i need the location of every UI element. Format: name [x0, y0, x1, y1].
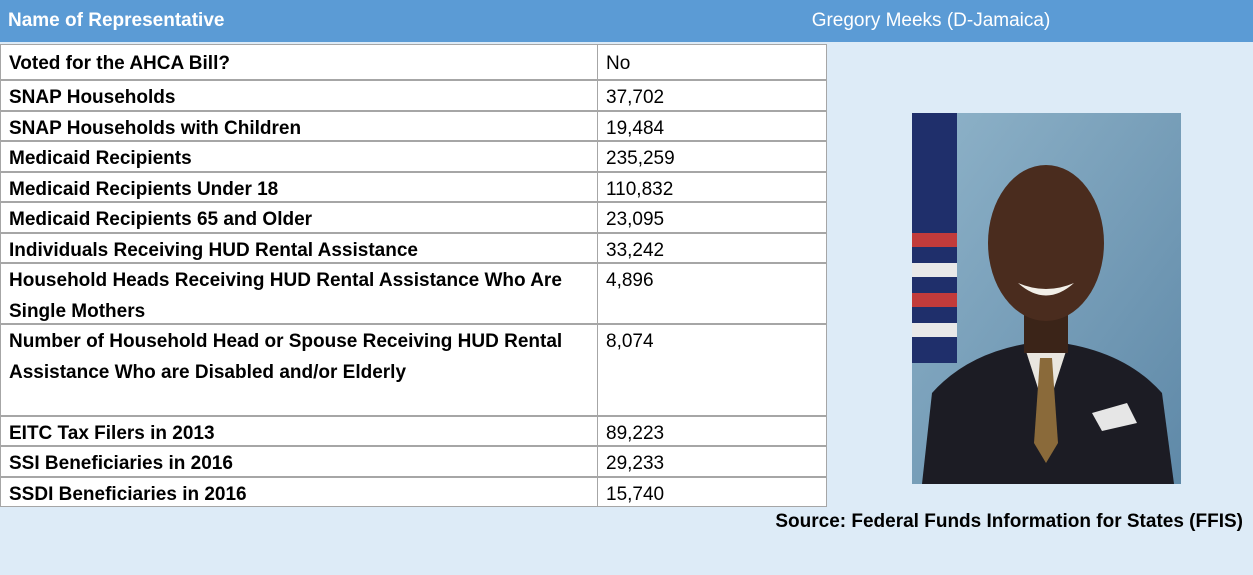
row-label: Voted for the AHCA Bill?	[0, 44, 598, 80]
row-value: 235,259	[597, 141, 827, 172]
header-label: Name of Representative	[8, 10, 224, 32]
page: Name of Representative Gregory Meeks (D-…	[0, 0, 1253, 575]
row-label: Medicaid Recipients Under 18	[0, 172, 598, 203]
row-value: 110,832	[597, 172, 827, 203]
source-note: Source: Federal Funds Information for St…	[775, 511, 1243, 533]
row-value: 19,484	[597, 111, 827, 142]
row-label: Number of Household Head or Spouse Recei…	[0, 324, 598, 416]
portrait-photo	[912, 113, 1181, 484]
row-label: SNAP Households with Children	[0, 111, 598, 142]
row-label: SSI Beneficiaries in 2016	[0, 446, 598, 477]
row-label: SNAP Households	[0, 80, 598, 111]
representative-name: Gregory Meeks (D-Jamaica)	[609, 10, 1253, 32]
row-value: 8,074	[597, 324, 827, 416]
row-value: 23,095	[597, 202, 827, 233]
row-label: Medicaid Recipients 65 and Older	[0, 202, 598, 233]
row-value: 29,233	[597, 446, 827, 477]
row-label: Medicaid Recipients	[0, 141, 598, 172]
row-label: Household Heads Receiving HUD Rental Ass…	[0, 263, 598, 324]
row-label: Individuals Receiving HUD Rental Assista…	[0, 233, 598, 264]
row-value: 4,896	[597, 263, 827, 324]
row-value: No	[597, 44, 827, 80]
row-label: SSDI Beneficiaries in 2016	[0, 477, 598, 508]
header-row: Name of Representative Gregory Meeks (D-…	[0, 0, 1253, 42]
row-value: 33,242	[597, 233, 827, 264]
row-value: 37,702	[597, 80, 827, 111]
row-value: 89,223	[597, 416, 827, 447]
row-value: 15,740	[597, 477, 827, 508]
row-label: EITC Tax Filers in 2013	[0, 416, 598, 447]
